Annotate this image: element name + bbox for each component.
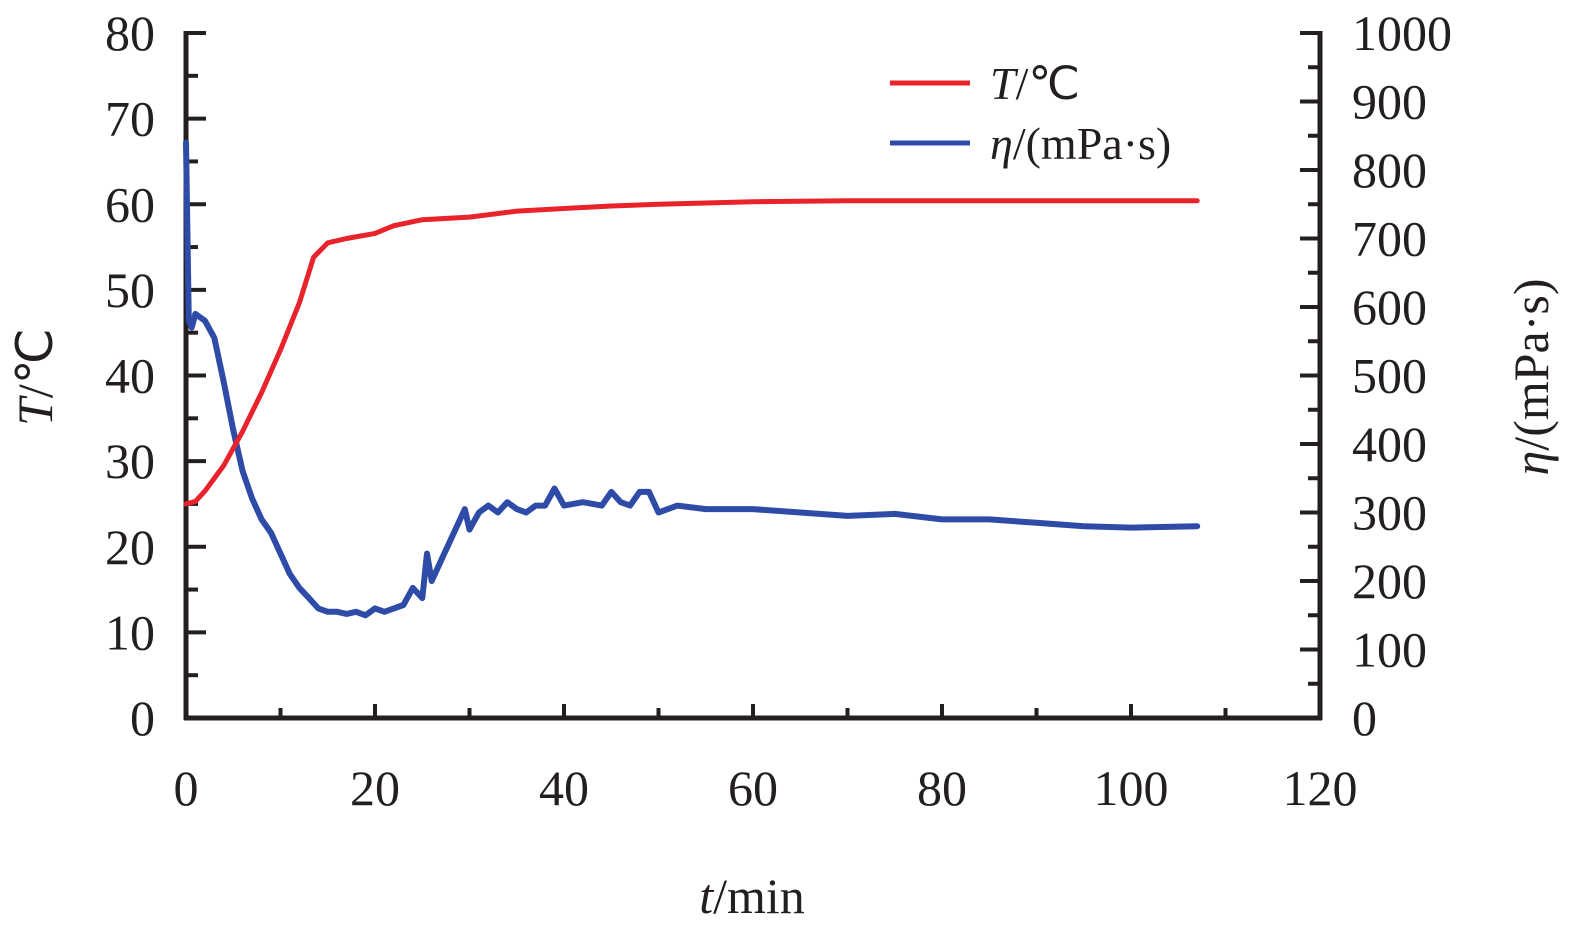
- x-axis-title-unit: /min: [713, 868, 805, 924]
- x-axis-ticks: 0 20 40 60 80 100 120: [174, 704, 1358, 816]
- y-left-tick-label: 50: [105, 262, 155, 318]
- x-tick-label: 100: [1094, 760, 1169, 816]
- y-right-tick-label: 100: [1352, 622, 1427, 678]
- legend-label-var: η: [990, 118, 1013, 169]
- y-axis-right-title: η/(mPa·s): [1503, 278, 1559, 475]
- y-left-tick-label: 20: [105, 519, 155, 575]
- y-axis-right-title-unit: /(mPa·s): [1503, 278, 1559, 450]
- y-left-tick-label: 0: [130, 690, 155, 746]
- x-tick-label: 40: [539, 760, 589, 816]
- legend-label-unit: /(mPa·s): [1013, 118, 1171, 169]
- y-right-tick-label: 200: [1352, 553, 1427, 609]
- x-tick-label: 0: [174, 760, 199, 816]
- legend-label-var: T: [990, 58, 1019, 109]
- x-tick-label: 80: [917, 760, 967, 816]
- y-right-tick-label: 400: [1352, 416, 1427, 472]
- y-left-tick-label: 10: [105, 604, 155, 660]
- temperature-series-line: [183, 198, 1200, 507]
- y-right-tick-label: 300: [1352, 485, 1427, 541]
- x-axis-title: t/min: [699, 868, 805, 924]
- x-axis-title-var: t: [699, 868, 714, 924]
- legend-label: T/℃: [990, 58, 1080, 109]
- y-left-tick-label: 80: [105, 5, 155, 61]
- y-axis-left-title: T/℃: [7, 328, 63, 426]
- y-right-tick-label: 500: [1352, 348, 1427, 404]
- y-right-tick-label: 700: [1352, 211, 1427, 267]
- y-right-tick-label: 1000: [1352, 5, 1452, 61]
- y-axis-left-ticks: 0 10 20 30 40 50 60 70 80: [105, 5, 206, 746]
- y-axis-right-title-var: η: [1503, 451, 1559, 476]
- series-layer: [183, 139, 1201, 619]
- y-right-tick-label: 800: [1352, 142, 1427, 198]
- x-tick-label: 20: [350, 760, 400, 816]
- y-left-tick-label: 40: [105, 348, 155, 404]
- x-tick-label: 120: [1283, 760, 1358, 816]
- legend: T/℃η/(mPa·s): [890, 58, 1171, 169]
- y-right-tick-label: 600: [1352, 279, 1427, 335]
- legend-label-unit: /℃: [1016, 58, 1080, 109]
- x-tick-label: 60: [728, 760, 778, 816]
- y-left-tick-label: 70: [105, 91, 155, 147]
- y-axis-left-title-var: T: [7, 395, 63, 426]
- viscosity-series-line: [183, 139, 1201, 619]
- y-right-tick-label: 0: [1352, 690, 1377, 746]
- legend-label: η/(mPa·s): [990, 118, 1171, 169]
- y-left-tick-label: 30: [105, 433, 155, 489]
- y-axis-right-ticks: 0 100 200 300 400 500 600 700 800 900 1000: [1300, 5, 1452, 746]
- y-axis-left-title-unit: /℃: [7, 328, 63, 398]
- y-right-tick-label: 900: [1352, 74, 1427, 130]
- y-left-tick-label: 60: [105, 176, 155, 232]
